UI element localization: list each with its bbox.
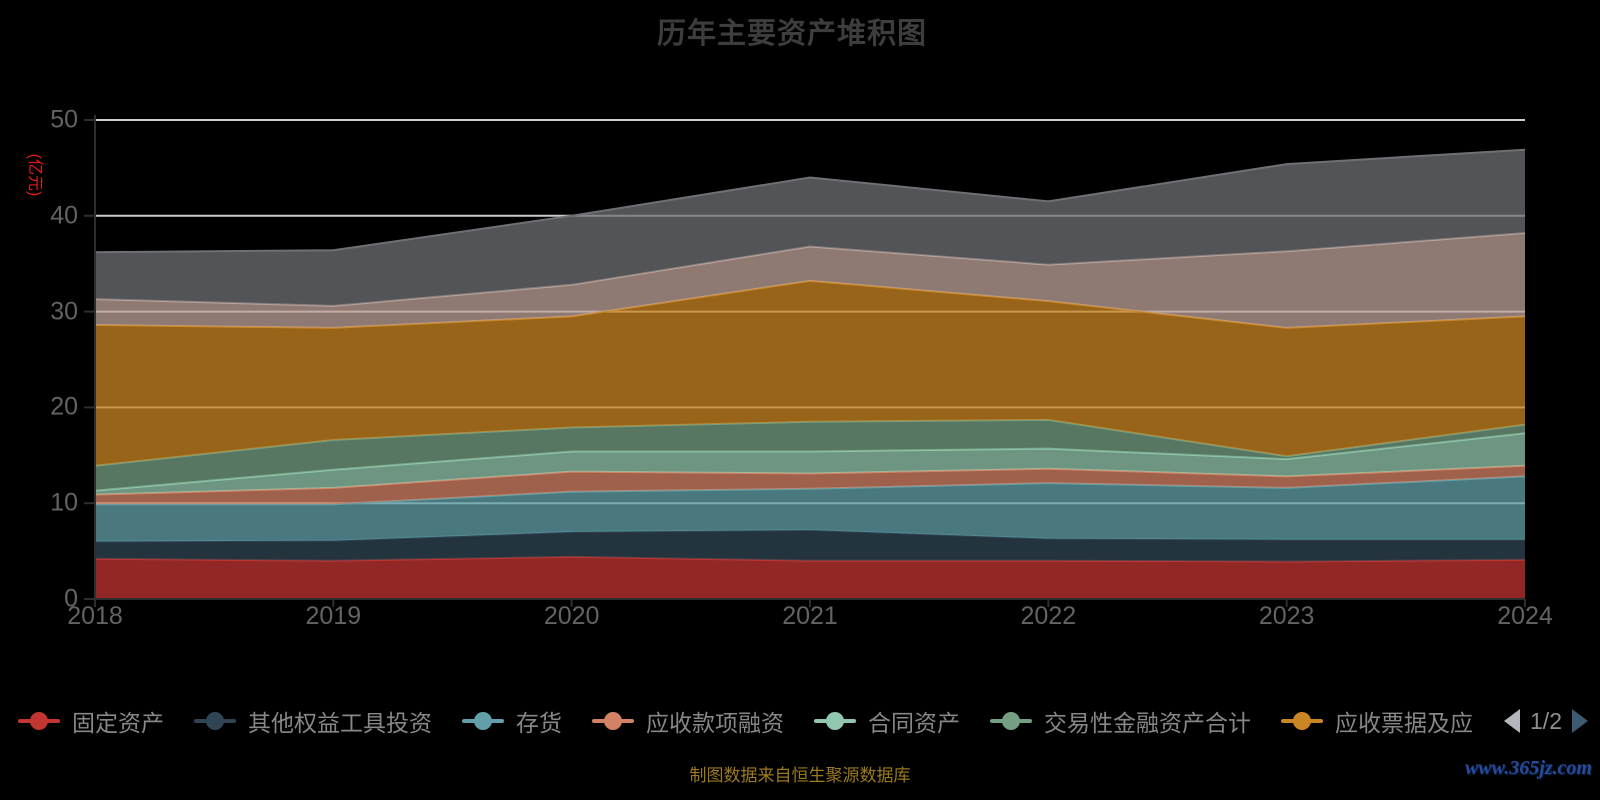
data-source-caption: 制图数据来自恒生聚源数据库 [689, 766, 911, 785]
legend-line-dot-icon [814, 709, 856, 733]
area-series-8 [95, 233, 1525, 328]
legend-item[interactable]: 应收票据及应 [1281, 704, 1473, 738]
legend-label: 应收票据及应 [1335, 710, 1473, 736]
legend-page-indicator: 1/2 [1530, 707, 1562, 734]
line-series-9 [94, 148, 1526, 254]
legend-line-dot-icon [1281, 709, 1323, 733]
area-存货 [95, 476, 1525, 542]
legend-label: 存货 [516, 710, 562, 736]
legend-item[interactable]: 固定资产 [18, 704, 164, 738]
y-axis-unit-label: (亿元) [26, 153, 43, 197]
legend-next-page-icon[interactable] [1572, 709, 1588, 733]
area-固定资产 [95, 556, 1525, 599]
area-其他权益工具投资 [95, 530, 1525, 562]
legend-line-dot-icon [18, 709, 60, 733]
legend-item[interactable]: 合同资产 [814, 704, 960, 738]
legend-pager: 1/2 [1504, 708, 1588, 735]
legend-line-dot-icon [462, 709, 504, 733]
legend-items: 固定资产 其他权益工具投资 存货 应收款项融资 合同资产 交易性金融资产合计 应收票据及应 [18, 704, 1473, 738]
legend-label: 其他权益工具投资 [248, 710, 432, 736]
legend-prev-page-icon[interactable] [1504, 709, 1521, 733]
area-应收款项融资 [95, 465, 1525, 505]
legend-line-dot-icon [990, 709, 1032, 733]
legend-label: 交易性金融资产合计 [1044, 710, 1251, 736]
legend-item[interactable]: 应收款项融资 [592, 704, 784, 738]
legend-line-dot-icon [194, 709, 236, 733]
area-交易性金融资产合计 [95, 419, 1525, 491]
legend-line-dot-icon [592, 709, 634, 733]
legend-label: 固定资产 [72, 710, 164, 736]
watermark: www.365jz.com [1464, 757, 1592, 779]
area-series-9 [95, 149, 1525, 306]
legend-label: 应收款项融资 [646, 710, 784, 736]
legend-item[interactable]: 其他权益工具投资 [194, 704, 432, 738]
legend: 固定资产 其他权益工具投资 存货 应收款项融资 合同资产 交易性金融资产合计 应收票据及应 … [18, 698, 1588, 744]
area-合同资产 [95, 433, 1525, 495]
legend-item[interactable]: 存货 [462, 704, 562, 738]
legend-label: 合同资产 [868, 710, 960, 736]
legend-item[interactable]: 交易性金融资产合计 [990, 704, 1251, 738]
chart-title: 历年主要资产堆积图 [656, 18, 927, 50]
area-应收票据及应 [95, 280, 1525, 466]
